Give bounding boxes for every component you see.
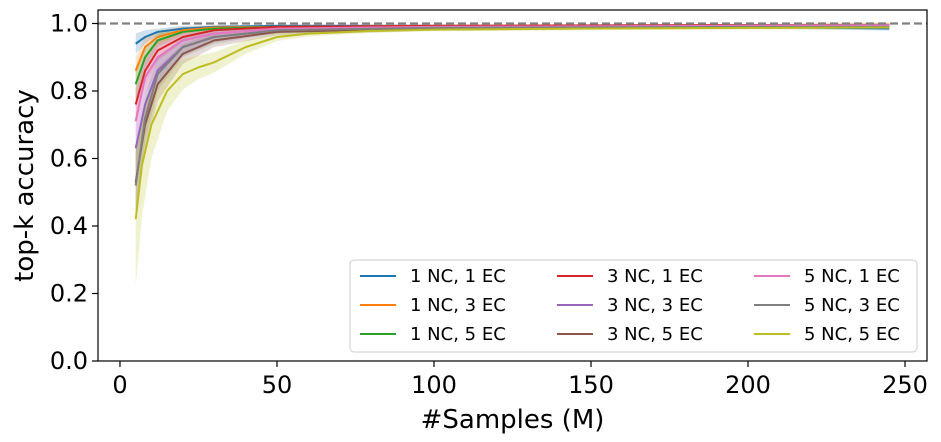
band-5 (135, 25, 890, 213)
legend-item: 3 NC, 1 EC (557, 266, 703, 287)
x-tick-label: 200 (725, 371, 771, 399)
legend-item: 3 NC, 3 EC (557, 295, 703, 316)
legend-label: 5 NC, 3 EC (804, 295, 900, 316)
series-line-7 (134, 25, 890, 186)
legend-item: 1 NC, 3 EC (360, 295, 506, 316)
x-tick-label: 100 (411, 371, 457, 399)
x-axis-ticks: 0 50 100 150 200 250 (112, 361, 928, 399)
legend-item: 5 NC, 3 EC (754, 295, 900, 316)
legend-label: 5 NC, 1 EC (804, 266, 900, 287)
series-lines (134, 23, 890, 220)
legend-label: 1 NC, 3 EC (410, 295, 506, 316)
legend-label: 3 NC, 1 EC (607, 266, 703, 287)
legend-item: 1 NC, 5 EC (360, 324, 506, 345)
series-line-8 (134, 26, 890, 220)
band-7 (135, 25, 890, 220)
legend-item: 1 NC, 1 EC (360, 266, 506, 287)
confidence-bands (135, 23, 890, 287)
x-tick-label: 0 (112, 371, 127, 399)
legend-box (349, 259, 918, 353)
legend-label: 1 NC, 5 EC (410, 324, 506, 345)
series-line-6 (134, 24, 890, 122)
legend-label: 3 NC, 5 EC (607, 324, 703, 345)
legend-item: 5 NC, 1 EC (754, 266, 900, 287)
band-6 (135, 23, 890, 149)
x-tick-label: 150 (568, 371, 614, 399)
y-tick-label: 0.6 (50, 145, 88, 173)
legend-label: 5 NC, 5 EC (804, 324, 900, 345)
legend-item: 5 NC, 5 EC (754, 324, 900, 345)
y-axis-ticks: 0.0 0.2 0.4 0.6 0.8 1.0 (50, 10, 98, 375)
plot-frame (97, 9, 928, 362)
legend: 1 NC, 1 EC 1 NC, 3 EC 1 NC, 5 EC 3 NC, 1 EC… (349, 259, 918, 353)
legend-label: 1 NC, 1 EC (410, 266, 506, 287)
x-axis-title: #Samples (M) (421, 405, 605, 435)
y-tick-label: 0.8 (50, 77, 88, 105)
x-tick-label: 250 (882, 371, 928, 399)
y-tick-label: 0.2 (50, 280, 88, 308)
x-tick-label: 50 (262, 371, 293, 399)
y-axis-title: top-k accuracy (10, 89, 40, 282)
legend-item: 3 NC, 5 EC (557, 324, 703, 345)
y-tick-label: 0.4 (50, 212, 88, 240)
band-8 (135, 25, 890, 287)
y-tick-label: 0.0 (50, 347, 88, 375)
y-tick-label: 1.0 (50, 10, 88, 38)
legend-label: 3 NC, 3 EC (607, 295, 703, 316)
